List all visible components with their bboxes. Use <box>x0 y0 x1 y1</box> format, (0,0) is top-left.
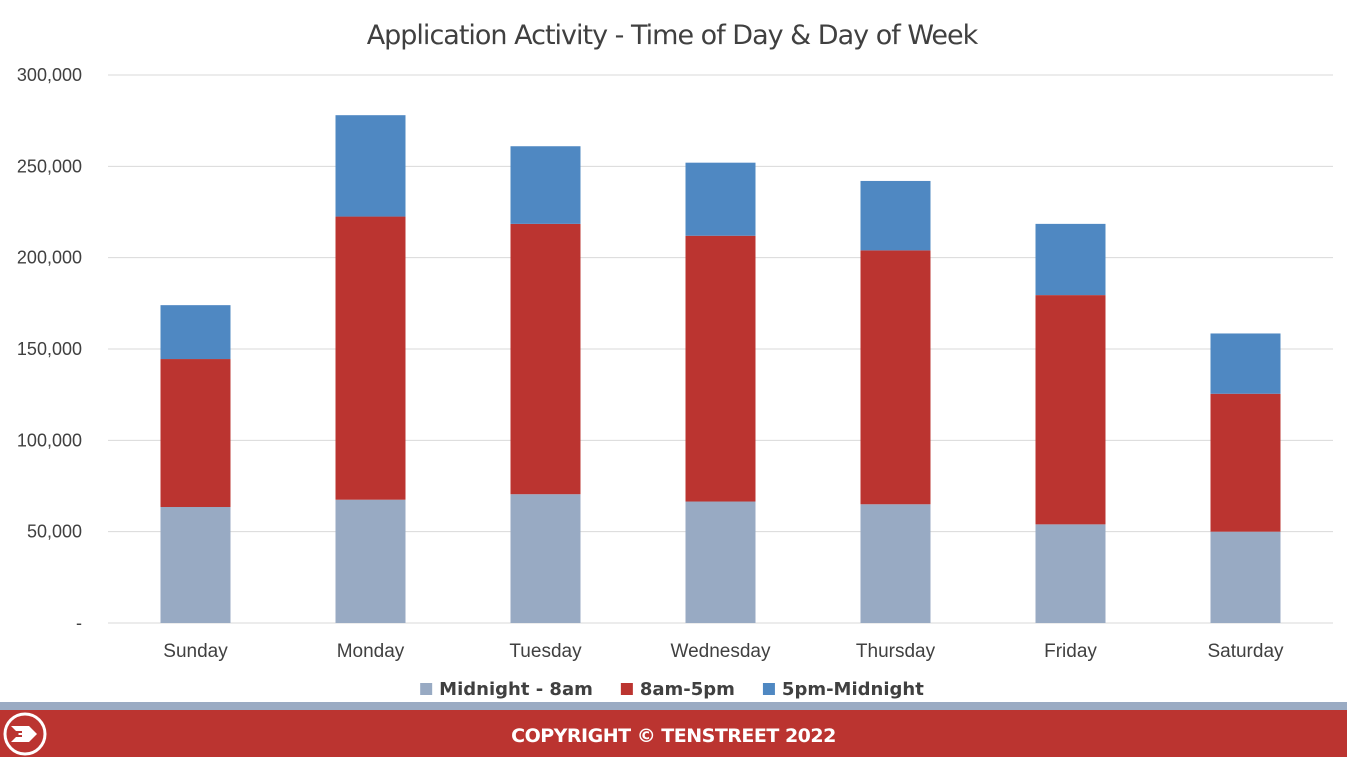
bars <box>160 115 1281 623</box>
bar-tuesday-series-1 <box>510 223 581 495</box>
footer-stripe <box>0 702 1347 710</box>
legend-item: Midnight - 8am <box>420 679 593 700</box>
legend-swatch <box>762 683 775 695</box>
x-axis-category-labels: Sunday Monday Tuesday Wednesday Thursday Frid… <box>163 641 1284 662</box>
copyright-text: COPYRIGHT © TENSTREET 2022 <box>511 725 836 747</box>
legend-label: Midnight - 8am <box>439 679 593 700</box>
footer-bar: COPYRIGHT © TENSTREET 2022 <box>0 710 1347 757</box>
bar-sunday-series-2 <box>160 305 231 360</box>
y-tick-label: 250,000 <box>17 156 82 176</box>
legend-swatch <box>420 683 433 695</box>
bar-saturday-series-0 <box>1210 531 1281 623</box>
bar-thursday-series-1 <box>860 250 931 505</box>
legend: Midnight - 8am 8am-5pm 5pm-Midnight <box>420 679 924 700</box>
bar-monday-series-1 <box>335 216 406 500</box>
bar-wednesday-series-0 <box>685 501 756 623</box>
bar-thursday-series-2 <box>860 180 931 251</box>
y-tick-label: 200,000 <box>17 248 82 268</box>
x-category-label: Saturday <box>1207 641 1284 662</box>
x-category-label: Thursday <box>856 641 936 662</box>
bar-sunday-series-1 <box>160 359 231 508</box>
y-tick-label: - <box>76 613 82 633</box>
bar-friday-series-0 <box>1035 524 1106 623</box>
legend-item: 8am-5pm <box>620 679 735 700</box>
bar-friday-series-1 <box>1035 295 1106 525</box>
stacked-bar-chart: Application Activity - Time of Day & Day… <box>17 20 1333 700</box>
bar-thursday-series-0 <box>860 504 931 623</box>
legend-label: 8am-5pm <box>640 679 735 700</box>
legend-swatch <box>620 683 633 695</box>
bar-tuesday-series-2 <box>510 146 581 224</box>
legend-item: 5pm-Midnight <box>762 679 924 700</box>
y-tick-label: 50,000 <box>27 522 82 542</box>
tenstreet-logo-icon <box>3 712 47 756</box>
y-tick-label: 100,000 <box>17 430 82 450</box>
bar-monday-series-2 <box>335 115 406 217</box>
x-category-label: Sunday <box>163 641 228 662</box>
bar-wednesday-series-2 <box>685 162 756 236</box>
y-axis-tick-labels: - 50,000 100,000 150,000 200,000 250,000 300,0… <box>17 65 82 633</box>
x-category-label: Tuesday <box>509 641 582 662</box>
bar-sunday-series-0 <box>160 507 231 623</box>
bar-saturday-series-2 <box>1210 333 1281 394</box>
y-tick-label: 300,000 <box>17 65 82 85</box>
bar-wednesday-series-1 <box>685 235 756 502</box>
chart-title: Application Activity - Time of Day & Day… <box>367 20 979 51</box>
bar-friday-series-2 <box>1035 223 1106 296</box>
x-category-label: Friday <box>1044 641 1097 662</box>
legend-label: 5pm-Midnight <box>782 679 924 700</box>
bar-saturday-series-1 <box>1210 393 1281 532</box>
bar-tuesday-series-0 <box>510 494 581 623</box>
bar-monday-series-0 <box>335 499 406 623</box>
y-tick-label: 150,000 <box>17 339 82 359</box>
x-category-label: Monday <box>337 641 405 662</box>
x-category-label: Wednesday <box>671 641 771 662</box>
